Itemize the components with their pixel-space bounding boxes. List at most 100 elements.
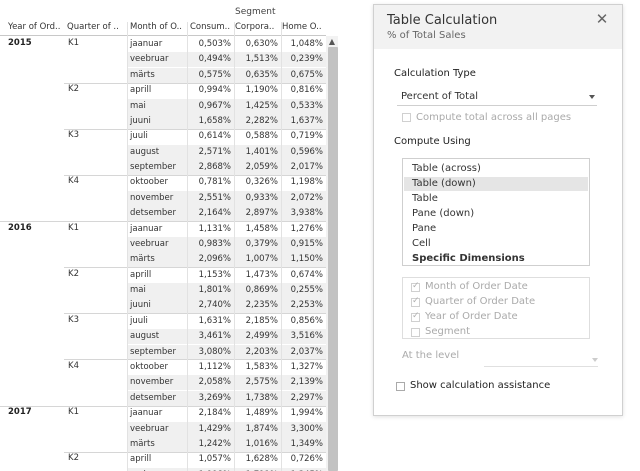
quarter-label: K1 bbox=[68, 407, 79, 418]
quarter-divider bbox=[64, 313, 326, 315]
year-column-header[interactable]: Year of Ord.. bbox=[8, 22, 61, 32]
consumer-cell: 2,868% bbox=[187, 160, 234, 176]
home-office-cell: 1,994% bbox=[290, 408, 323, 419]
calculation-type-label: Calculation Type bbox=[394, 68, 476, 79]
year-divider bbox=[0, 221, 326, 223]
close-icon[interactable]: ✕ bbox=[595, 10, 609, 28]
quarter-divider bbox=[64, 359, 326, 361]
home-office-cell: 1,327% bbox=[290, 361, 323, 372]
calculation-assistance-checkbox[interactable] bbox=[396, 382, 405, 391]
calculation-type-value: Percent of Total bbox=[401, 91, 478, 102]
home-office-cell: 2,072% bbox=[281, 190, 326, 206]
compute-using-option[interactable]: Pane (down) bbox=[412, 208, 475, 219]
month-label: veebruar bbox=[127, 236, 187, 252]
consumer-cell: 0,575% bbox=[187, 67, 234, 83]
corporate-cell: 1,513% bbox=[234, 52, 281, 68]
home-office-cell: 1,048% bbox=[290, 39, 323, 49]
quarter-divider bbox=[64, 128, 326, 130]
month-label: aprill bbox=[130, 454, 152, 465]
calculation-type-dropdown[interactable]: Percent of Total bbox=[397, 88, 597, 106]
dialog-subtitle: % of Total Sales bbox=[387, 30, 466, 41]
dimension-checkbox[interactable] bbox=[411, 281, 420, 292]
corporate-cell: 1,583% bbox=[245, 361, 278, 372]
corporate-cell: 2,235% bbox=[234, 298, 281, 314]
month-label: september bbox=[127, 344, 187, 360]
consumer-cell: 2,571% bbox=[187, 144, 234, 160]
quarter-label: K1 bbox=[68, 222, 79, 233]
month-label: detsember bbox=[127, 206, 187, 222]
consumer-cell: 1,112% bbox=[198, 361, 231, 372]
corporate-cell: 2,185% bbox=[245, 315, 278, 326]
month-column-header[interactable]: Month of O.. bbox=[130, 22, 182, 32]
scrollbar-thumb[interactable] bbox=[328, 47, 338, 471]
dimension-checkbox[interactable] bbox=[411, 296, 420, 307]
consumer-cell: 2,184% bbox=[198, 408, 231, 419]
month-label: juuli bbox=[130, 315, 148, 326]
home-office-cell: 1,198% bbox=[290, 177, 323, 188]
consumer-cell: 2,096% bbox=[187, 252, 234, 268]
home-office-cell: 0,915% bbox=[281, 236, 326, 252]
specific-dimensions-list: Month of Order Date Quarter of Order Date… bbox=[402, 277, 590, 339]
month-label: veebruar bbox=[127, 421, 187, 437]
home-office-cell: 3,516% bbox=[281, 329, 326, 345]
corporate-cell: 0,326% bbox=[245, 177, 278, 188]
corporate-cell: 0,630% bbox=[245, 39, 278, 49]
corporate-cell: 1,458% bbox=[245, 223, 278, 234]
consumer-column-header[interactable]: Consum.. bbox=[190, 22, 231, 32]
home-office-cell: 0,719% bbox=[290, 131, 323, 142]
dialog-header bbox=[374, 5, 622, 49]
consumer-cell: 1,057% bbox=[198, 454, 231, 465]
home-office-cell: 0,726% bbox=[290, 454, 323, 465]
month-label: aprill bbox=[130, 269, 152, 280]
home-office-cell: 2,297% bbox=[281, 390, 326, 406]
dimension-label: Year of Order Date bbox=[425, 311, 518, 322]
corporate-cell: 0,379% bbox=[234, 236, 281, 252]
chevron-down-icon bbox=[592, 358, 598, 362]
compute-using-option[interactable]: Cell bbox=[412, 238, 431, 249]
month-label: juuli bbox=[130, 131, 148, 142]
month-label: jaanuar bbox=[130, 223, 163, 234]
corporate-cell: 1,473% bbox=[245, 269, 278, 280]
month-label: mai bbox=[127, 283, 187, 299]
compute-total-checkbox[interactable] bbox=[402, 113, 411, 122]
scroll-up-icon[interactable]: ▲ bbox=[328, 37, 336, 46]
table-calculation-dialog: Table Calculation % of Total Sales ✕ Cal… bbox=[373, 4, 623, 416]
corporate-column-header[interactable]: Corpora.. bbox=[235, 22, 275, 32]
quarter-label: K3 bbox=[68, 314, 79, 325]
quarter-label: K3 bbox=[68, 130, 79, 141]
consumer-cell: 1,658% bbox=[187, 113, 234, 129]
dimension-checkbox[interactable] bbox=[411, 328, 420, 337]
home-office-cell: 0,255% bbox=[281, 283, 326, 299]
home-office-cell: 2,139% bbox=[281, 375, 326, 391]
corporate-cell: 1,711% bbox=[234, 467, 281, 471]
home-office-cell: 2,037% bbox=[281, 344, 326, 360]
at-the-level-dropdown bbox=[484, 366, 598, 367]
column-divider bbox=[234, 22, 235, 471]
month-label: juuni bbox=[127, 113, 187, 129]
home-office-cell: 2,017% bbox=[281, 160, 326, 176]
quarter-column-header[interactable]: Quarter of .. bbox=[67, 22, 119, 32]
dimension-checkbox[interactable] bbox=[411, 311, 420, 322]
compute-using-option[interactable]: Table (down) bbox=[404, 177, 588, 191]
home-office-cell: 0,239% bbox=[281, 52, 326, 68]
compute-using-option[interactable]: Table bbox=[412, 193, 438, 204]
compute-total-label: Compute total across all pages bbox=[416, 112, 572, 123]
month-label: aprill bbox=[130, 85, 152, 96]
quarter-label: K2 bbox=[68, 268, 79, 279]
compute-using-option[interactable]: Table (across) bbox=[412, 163, 481, 174]
consumer-cell: 1,429% bbox=[187, 421, 234, 437]
quarter-label: K2 bbox=[68, 453, 79, 464]
home-office-cell: 2,253% bbox=[281, 298, 326, 314]
home-office-column-header[interactable]: Home O.. bbox=[282, 22, 322, 32]
consumer-cell: 1,153% bbox=[198, 269, 231, 280]
corporate-cell: 1,016% bbox=[234, 436, 281, 452]
home-office-cell: 1,150% bbox=[281, 252, 326, 268]
home-office-cell: 0,596% bbox=[281, 144, 326, 160]
compute-using-option[interactable]: Pane bbox=[412, 223, 437, 234]
month-label: jaanuar bbox=[130, 39, 163, 49]
corporate-cell: 2,575% bbox=[234, 375, 281, 391]
compute-using-list[interactable]: Table (across) Table (down) Table Pane (dow… bbox=[402, 158, 590, 266]
quarter-divider bbox=[64, 82, 326, 84]
compute-using-option[interactable]: Specific Dimensions bbox=[412, 253, 525, 264]
column-divider bbox=[281, 22, 282, 471]
